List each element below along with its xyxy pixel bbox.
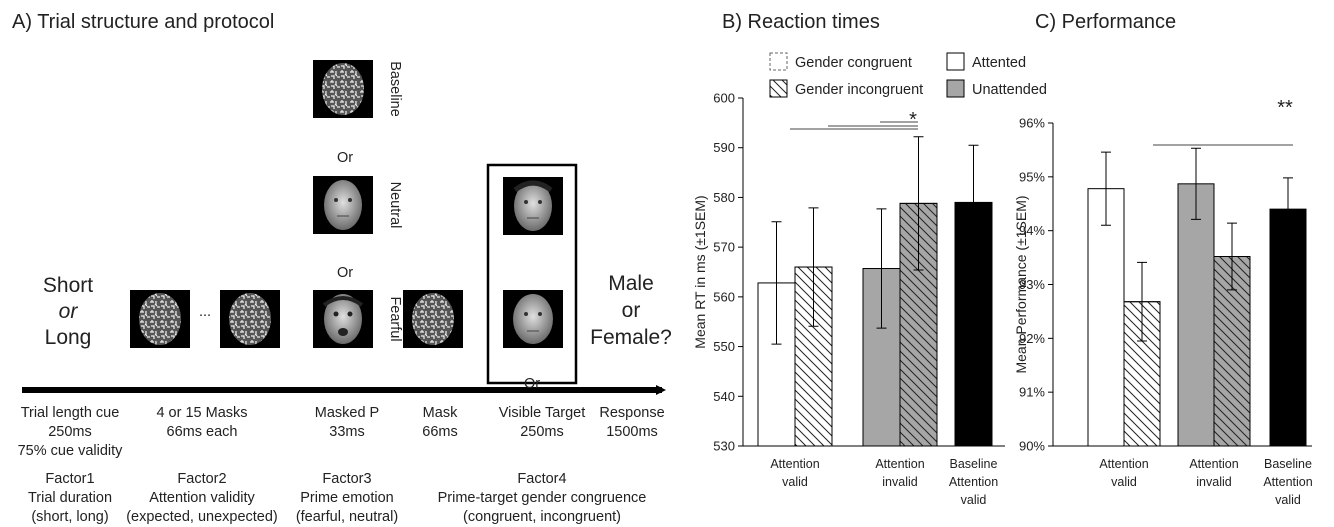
face-image [503, 177, 563, 235]
mask-image [313, 60, 373, 118]
stage-text: 250ms [520, 424, 564, 440]
significance-label: ** [1277, 97, 1293, 119]
face-image [313, 176, 373, 234]
factor-text: Prime-target gender congruence [438, 490, 647, 506]
mask-image [130, 290, 190, 348]
factor-text: (fearful, neutral) [296, 509, 398, 525]
stage-text: 66ms [422, 424, 457, 440]
prime-label: Baseline [387, 61, 403, 117]
or-label: Or [337, 150, 353, 166]
y-axis-label: Mean RT in ms (±1SEM) [692, 195, 708, 348]
x-tick-label: invalid [882, 475, 917, 489]
x-tick-label: Attention [875, 457, 924, 471]
stage-text: 66ms each [167, 424, 238, 440]
y-tick-label: 560 [713, 289, 735, 304]
chart-title: B) Reaction times [722, 11, 880, 33]
stage-text: Visible Target [499, 405, 586, 421]
y-tick-label: 93% [1019, 277, 1045, 292]
x-tick-label: valid [1111, 475, 1137, 489]
y-tick-label: 570 [713, 240, 735, 255]
prime-label: Fearful [387, 296, 403, 341]
legend-label: Unattended [972, 82, 1047, 98]
factor-text: (expected, unexpected) [126, 509, 278, 525]
stage-text: 4 or 15 Masks [156, 405, 247, 421]
y-tick-label: 94% [1019, 223, 1045, 238]
y-tick-label: 91% [1019, 385, 1045, 400]
response-text: or [622, 299, 641, 322]
stage-text: 1500ms [606, 424, 658, 440]
x-tick-label: Attention [1189, 457, 1238, 471]
y-tick-label: 580 [713, 190, 735, 205]
page: {"diagram":{ "title":"A) Trial structure… [0, 0, 1334, 527]
chart-b: B) Reaction times Mean RT in ms (±1SEM) 53… [692, 11, 1047, 507]
y-tick-label: 96% [1019, 116, 1045, 131]
significance-label: * [909, 109, 917, 131]
response-text: Female? [590, 326, 672, 349]
mask-image [403, 290, 463, 348]
y-tick-label: 600 [713, 91, 735, 106]
factor-text: Factor4 [517, 471, 566, 487]
factor-text: (short, long) [31, 509, 108, 525]
stage-text: 33ms [329, 424, 364, 440]
or-label: Or [337, 265, 353, 281]
factor-text: Prime emotion [300, 490, 393, 506]
ellipsis: ... [199, 304, 211, 320]
bar [1270, 209, 1306, 446]
stage-text: Mask [423, 405, 458, 421]
stage-text: 75% cue validity [18, 443, 124, 459]
panel-title: A) Trial structure and protocol [12, 11, 274, 33]
x-tick-label: valid [1275, 493, 1301, 507]
cue-text: Long [45, 326, 92, 349]
factor-text: Factor3 [322, 471, 371, 487]
factor-text: Factor1 [45, 471, 94, 487]
y-tick-label: 540 [713, 389, 735, 404]
figure: A) Trial structure and protocol Short or L… [0, 0, 1334, 527]
factor-text: Trial duration [28, 490, 112, 506]
x-tick-label: Attention [949, 475, 998, 489]
y-tick-label: 550 [713, 339, 735, 354]
x-tick-label: Attention [770, 457, 819, 471]
y-tick-label: 92% [1019, 331, 1045, 346]
stage-text: Response [599, 405, 664, 421]
factor-text: (congruent, incongruent) [463, 509, 621, 525]
legend-swatch [947, 53, 964, 70]
face-image [313, 290, 373, 348]
x-tick-label: invalid [1196, 475, 1231, 489]
factor-text: Factor2 [177, 471, 226, 487]
face-image [503, 290, 563, 348]
prime-label: Neutral [387, 182, 403, 229]
x-tick-label: Attention [1099, 457, 1148, 471]
stage-text: Masked P [315, 405, 379, 421]
bar [1178, 184, 1214, 446]
mask-image [220, 290, 280, 348]
legend-label: Gender congruent [795, 55, 912, 71]
legend-swatch-hatch [770, 80, 787, 97]
stage-text: 250ms [48, 424, 92, 440]
trial-diagram: A) Trial structure and protocol Short or L… [12, 11, 672, 525]
or-label: Or [524, 376, 540, 392]
x-tick-label: valid [961, 493, 987, 507]
x-tick-label: Baseline [1264, 457, 1312, 471]
y-tick-label: 95% [1019, 169, 1045, 184]
legend-swatch [947, 80, 964, 97]
legend-swatch [770, 53, 787, 70]
x-tick-label: valid [782, 475, 808, 489]
factor-text: Attention validity [149, 490, 255, 506]
y-tick-label: 590 [713, 140, 735, 155]
bar [1088, 189, 1124, 446]
cue-text: or [59, 300, 79, 323]
y-tick-label: 530 [713, 439, 735, 454]
stage-text: Trial length cue [21, 405, 120, 421]
x-tick-label: Baseline [950, 457, 998, 471]
cue-text: Short [43, 274, 93, 297]
x-tick-label: Attention [1263, 475, 1312, 489]
legend-label: Attented [972, 55, 1026, 71]
response-text: Male [608, 272, 654, 295]
y-tick-label: 90% [1019, 439, 1045, 454]
legend-label: Gender incongruent [795, 82, 923, 98]
chart-title: C) Performance [1035, 11, 1176, 33]
